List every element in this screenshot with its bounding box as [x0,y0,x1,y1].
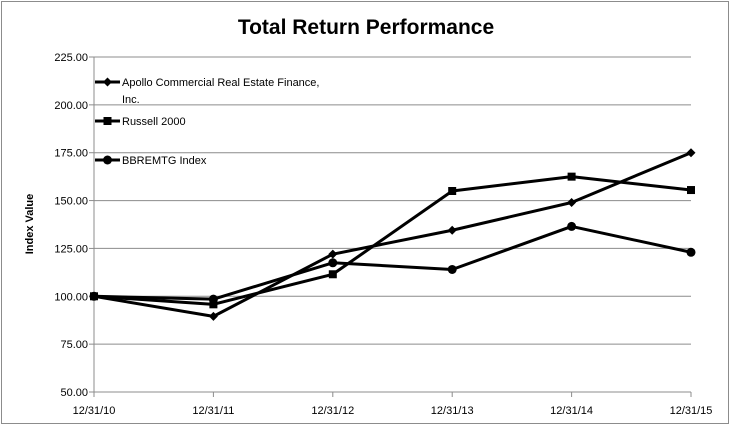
legend-marker [103,117,112,125]
axes [93,57,691,393]
y-tick-label: 75.00 [60,339,88,351]
gridlines [94,56,691,345]
y-axis-label: Index Value [24,194,36,255]
data-point-circle [686,247,696,257]
series-line-square [93,175,692,306]
legend-marker [103,155,112,165]
y-tick-label: 50.00 [60,387,88,399]
x-tick-label: 12/31/15 [670,405,713,417]
x-tick-label: 12/31/11 [192,405,234,417]
legend-label: Russell 2000 [122,116,186,128]
x-tick-label: 12/31/13 [431,405,474,417]
x-tick-label: 12/31/12 [311,405,354,417]
legend-label: BBREMTG Index [122,155,207,167]
series-line-circle [93,224,692,301]
series-line-diamond [93,151,692,318]
x-tick-label: 12/31/14 [550,405,593,417]
legend-label: Inc. [122,94,140,106]
data-point-square [328,270,337,279]
legend-item: Russell 2000 [95,116,186,128]
legend-item: BBREMTG Index [95,155,207,167]
data-point-diamond [447,225,457,235]
data-point-circle [328,258,338,268]
legend-item: Apollo Commercial Real Estate Finance, In… [95,77,319,106]
data-point-square [687,186,695,195]
data-point-diamond [567,197,577,207]
data-point-square [209,300,218,309]
data-point-diamond [686,148,696,158]
data-point-circle [567,221,577,231]
y-tick-label: 150.00 [54,196,88,208]
chart-title: Total Return Performance [238,16,494,39]
y-tick-label: 225.00 [54,52,88,64]
y-tick-label: 200.00 [54,100,88,112]
y-axis-ticks: 50.00 75.00 100.00 125.00 150.00 175.00 200.00… [54,52,94,399]
x-tick-label: 12/31/10 [73,405,116,417]
x-axis-ticks: 12/31/10 12/31/11 12/31/12 12/31/13 12/31/14… [73,392,713,417]
data-point-square [567,172,576,181]
y-tick-label: 100.00 [54,291,88,303]
series-square [90,172,695,309]
series-layer [89,148,696,321]
data-point-square [448,187,457,195]
legend: Apollo Commercial Real Estate Finance, In… [95,77,319,167]
data-point-circle [447,264,457,274]
data-point-circle [89,291,99,301]
y-tick-label: 125.00 [54,243,88,255]
legend-marker [103,77,112,87]
series-circle [89,221,696,304]
data-point-diamond [208,311,218,321]
data-point-circle [208,294,218,304]
data-point-diamond [328,249,338,259]
legend-label: Apollo Commercial Real Estate Finance, [122,77,319,89]
y-tick-label: 175.00 [54,148,88,160]
